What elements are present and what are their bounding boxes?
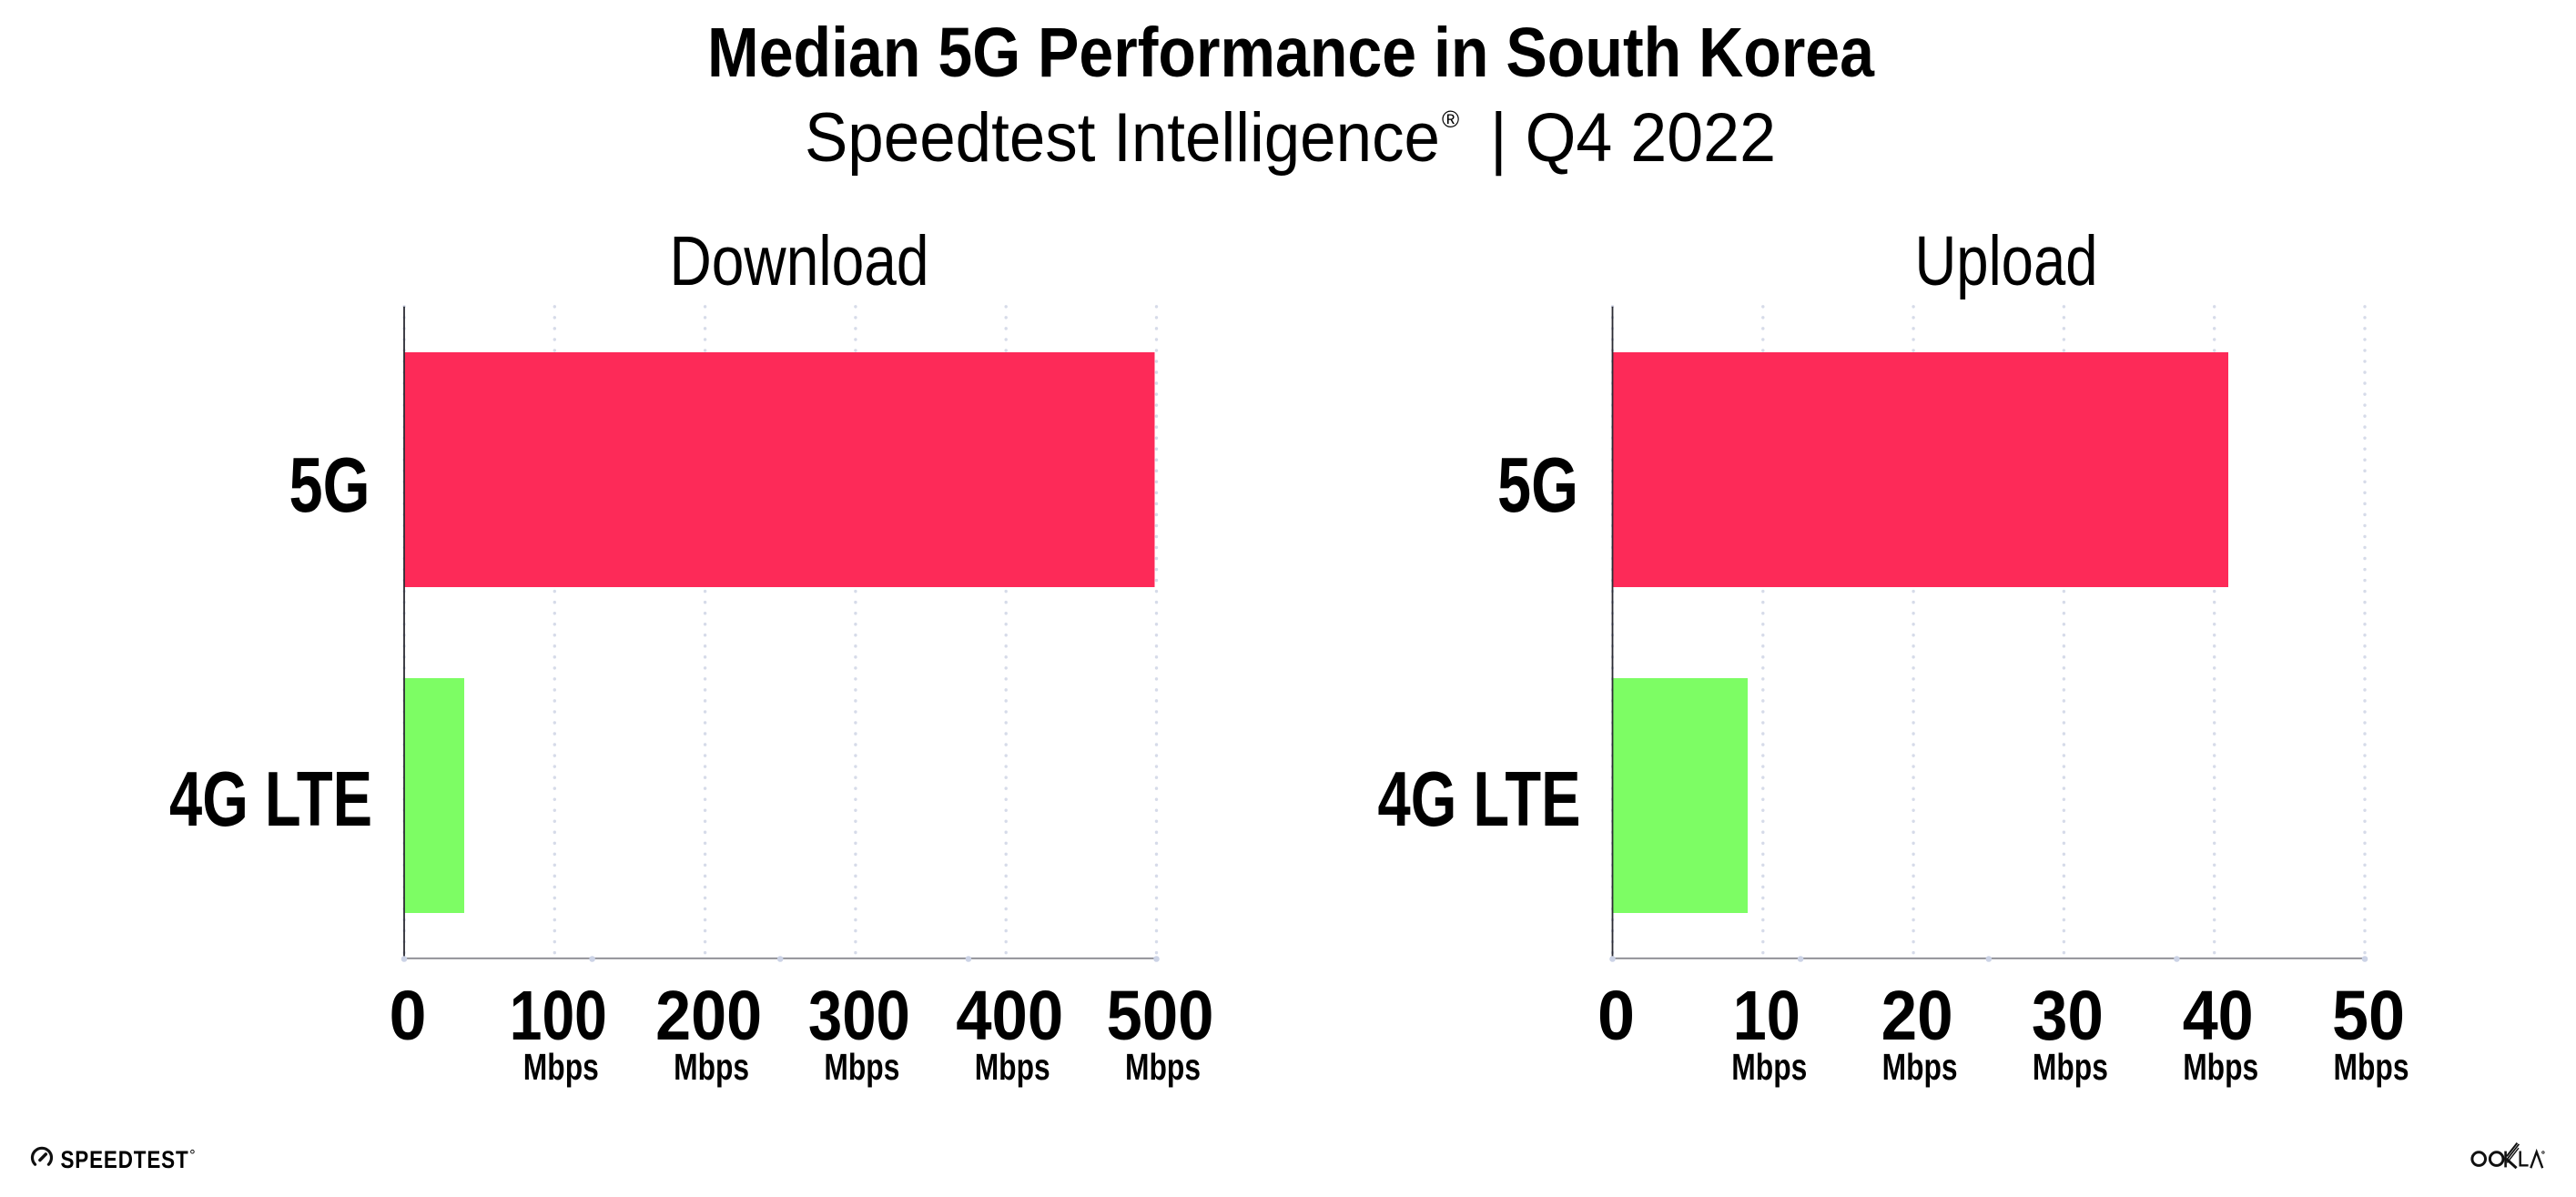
svg-text:4G LTE: 4G LTE [169, 756, 372, 843]
svg-text:5G: 5G [289, 442, 370, 529]
svg-text:SPEEDTEST: SPEEDTEST [61, 1146, 189, 1173]
svg-text:400: 400 [956, 977, 1063, 1055]
svg-text:0: 0 [390, 977, 427, 1055]
svg-text:®: ® [1442, 106, 1459, 133]
svg-text:Mbps: Mbps [2183, 1046, 2258, 1088]
svg-text:Median 5G Performance in South: Median 5G Performance in South Korea [707, 14, 1875, 92]
svg-text:50: 50 [2332, 977, 2405, 1055]
svg-text:5G: 5G [1497, 442, 1578, 529]
svg-text:Mbps: Mbps [523, 1046, 599, 1088]
svg-text:30: 30 [2032, 977, 2104, 1055]
svg-text:| Q4 2022: | Q4 2022 [1490, 99, 1776, 177]
svg-text:100: 100 [510, 977, 607, 1055]
svg-text:300: 300 [808, 977, 910, 1055]
svg-text:Upload: Upload [1915, 222, 2098, 300]
svg-text:Mbps: Mbps [1731, 1046, 1807, 1088]
svg-text:40: 40 [2183, 977, 2254, 1055]
svg-text:4G LTE: 4G LTE [1378, 756, 1581, 843]
svg-text:10: 10 [1733, 977, 1800, 1055]
svg-text:Mbps: Mbps [975, 1046, 1050, 1088]
svg-text:Mbps: Mbps [674, 1046, 749, 1088]
svg-text:500: 500 [1107, 977, 1214, 1055]
svg-text:200: 200 [655, 977, 762, 1055]
svg-text:Mbps: Mbps [2334, 1046, 2409, 1088]
svg-text:0: 0 [1597, 977, 1635, 1055]
svg-text:Download: Download [670, 222, 929, 300]
svg-text:20: 20 [1881, 977, 1953, 1055]
svg-text:Mbps: Mbps [824, 1046, 899, 1088]
svg-text:Speedtest Intelligence: Speedtest Intelligence [805, 99, 1440, 177]
svg-text:Mbps: Mbps [1125, 1046, 1201, 1088]
svg-text:Mbps: Mbps [1882, 1046, 1958, 1088]
svg-text:Mbps: Mbps [2033, 1046, 2108, 1088]
